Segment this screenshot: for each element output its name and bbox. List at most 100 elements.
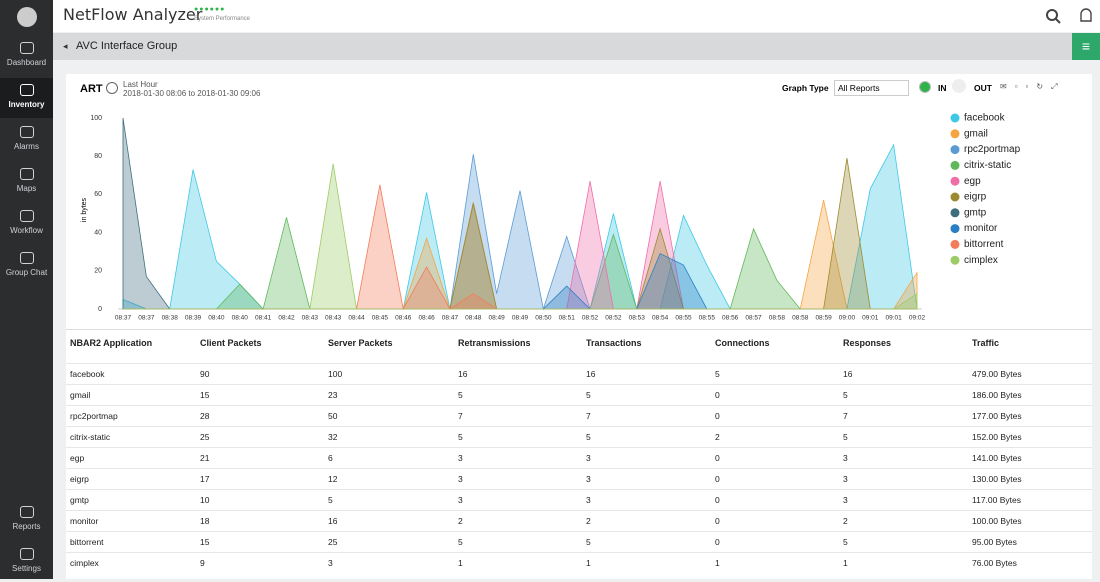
legend-label: cimplex: [964, 255, 998, 266]
x-tick-label: 08:55: [699, 315, 716, 322]
table-cell: 50: [328, 411, 338, 421]
table-cell: 1: [586, 558, 591, 568]
table-cell: 479.00 Bytes: [972, 369, 1022, 379]
x-tick-label: 08:58: [769, 315, 786, 322]
x-tick-label: 08:46: [418, 315, 435, 322]
nav-label: Dashboard: [6, 58, 47, 67]
legend-label: bittorrent: [964, 239, 1004, 250]
row-divider: [66, 405, 1092, 406]
table-cell: 16: [843, 369, 853, 379]
table-cell: 7: [843, 411, 848, 421]
report-panel: ART Last Hour 2018-01-30 08:06 to 2018-0…: [66, 74, 1092, 579]
column-header: Client Packets: [200, 338, 262, 348]
table-cell: 2: [715, 432, 720, 442]
top-bar: NetFlow Analyzer ●●●●●● System Performan…: [53, 0, 1100, 32]
in-radio[interactable]: [919, 81, 931, 93]
legend-label: monitor: [964, 223, 998, 234]
table-cell: 0: [715, 390, 720, 400]
table-cell: 5: [586, 537, 591, 547]
table-cell: 5: [843, 390, 848, 400]
table-cell: 23: [328, 390, 338, 400]
y-tick-label: 20: [94, 268, 102, 275]
back[interactable]: ◂: [63, 41, 68, 51]
table-cell: 16: [458, 369, 468, 379]
nav-label: Reports: [12, 522, 41, 531]
avatar[interactable]: [17, 7, 37, 27]
table-cell: 25: [328, 537, 338, 547]
table-cell: 100: [328, 369, 343, 379]
nav-label: Settings: [12, 564, 41, 573]
legend-swatch: [950, 224, 960, 234]
table-cell: eigrp: [70, 474, 89, 484]
nav-item[interactable]: Settings: [0, 542, 53, 582]
legend-swatch: [950, 145, 960, 155]
table-cell: 3: [843, 495, 848, 505]
row-divider: [66, 531, 1092, 532]
nav-item[interactable]: Inventory: [0, 78, 53, 118]
out-radio[interactable]: [952, 79, 966, 93]
x-tick-label: 08:37: [115, 315, 132, 322]
x-tick-label: 09:02: [909, 315, 926, 322]
legend-swatch: [950, 113, 960, 123]
table-cell: facebook: [70, 369, 105, 379]
table-cell: 1: [715, 558, 720, 568]
legend-label: gmtp: [964, 207, 987, 218]
legend-swatch: [950, 255, 960, 265]
table-cell: 0: [715, 495, 720, 505]
nav-item[interactable]: Maps: [0, 162, 53, 202]
nav-item[interactable]: Group Chat: [0, 246, 53, 286]
table-cell: cimplex: [70, 558, 99, 568]
x-tick-label: 08:53: [629, 315, 646, 322]
row-divider: [66, 510, 1092, 511]
row-divider: [66, 363, 1092, 364]
graph-type-select[interactable]: All Reports: [834, 80, 909, 96]
nav-item[interactable]: Workflow: [0, 204, 53, 244]
table-cell: 3: [328, 558, 333, 568]
table-cell: gmtp: [70, 495, 89, 505]
x-tick-label: 08:44: [348, 315, 365, 322]
legend-label: egp: [964, 176, 981, 187]
status-dots: ●●●●●●: [194, 6, 226, 13]
x-tick-label: 09:01: [886, 315, 903, 322]
table-cell: 152.00 Bytes: [972, 432, 1022, 442]
legend-swatch: [950, 160, 960, 170]
row-divider: [66, 447, 1092, 448]
table-cell: 0: [715, 453, 720, 463]
table-cell: 15: [200, 537, 210, 547]
nav-item[interactable]: Alarms: [0, 120, 53, 160]
area: [123, 154, 917, 311]
table-cell: 5: [458, 390, 463, 400]
x-tick-label: 08:43: [325, 315, 342, 322]
table-cell: egp: [70, 453, 85, 463]
export-icons[interactable]: ✉▫▫↻⤢: [1000, 82, 1066, 91]
x-tick-label: 09:01: [862, 315, 879, 322]
nav-label: Inventory: [8, 100, 45, 109]
top-icons[interactable]: [1043, 6, 1093, 26]
nav-label: Workflow: [10, 226, 43, 235]
table-cell: 28: [200, 411, 210, 421]
table-cell: 5: [458, 432, 463, 442]
table-cell: 141.00 Bytes: [972, 453, 1022, 463]
table-cell: rpc2portmap: [70, 411, 118, 421]
y-tick-label: 60: [94, 191, 102, 198]
row-divider: [66, 468, 1092, 469]
nav-item[interactable]: Dashboard: [0, 36, 53, 76]
x-tick-label: 08:56: [722, 315, 739, 322]
legend-swatch: [950, 192, 960, 202]
table-cell: 3: [843, 453, 848, 463]
panel-title: ART: [80, 83, 103, 95]
nav-item[interactable]: Reports: [0, 500, 53, 540]
table-cell: 15: [200, 390, 210, 400]
x-tick-label: 08:48: [465, 315, 482, 322]
menu-button[interactable]: ≡: [1072, 33, 1100, 60]
nav-icon: [19, 210, 34, 222]
row-divider: [66, 552, 1092, 553]
table-cell: 9: [200, 558, 205, 568]
x-tick-label: 08:52: [605, 315, 622, 322]
x-tick-label: 08:59: [815, 315, 832, 322]
table-cell: 10: [200, 495, 210, 505]
x-tick-label: 08:58: [792, 315, 809, 322]
table-cell: 3: [458, 495, 463, 505]
